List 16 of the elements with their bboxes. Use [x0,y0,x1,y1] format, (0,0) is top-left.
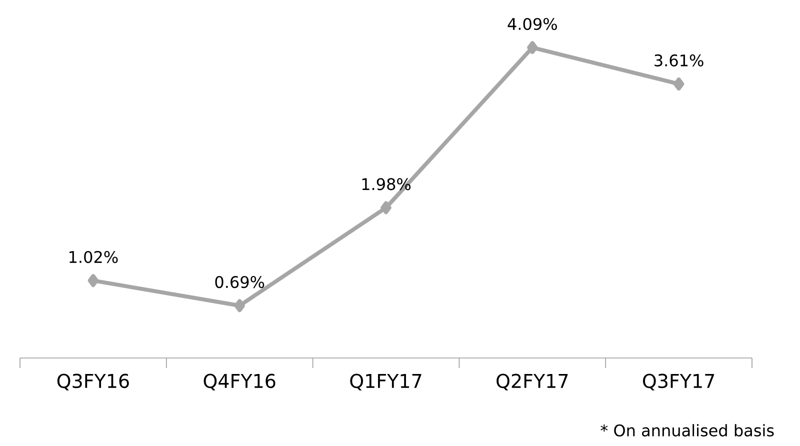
data-label: 1.02% [70,250,118,264]
x-tick-label: Q2FY17 [496,374,568,390]
data-label: 0.69% [215,276,264,288]
data-label: 3.61% [654,54,704,66]
point [234,299,245,312]
x-tick-label: Q3FY16 [57,374,129,390]
x-tick-label: Q4FY16 [204,374,276,390]
data-label: 1.98% [362,178,411,190]
point [673,77,684,90]
data-label: 4.09% [508,18,557,30]
point [380,201,392,214]
x-tick-label: Q1FY17 [350,374,422,390]
point [527,41,538,54]
text: * On annualised basis [600,424,774,436]
point [88,274,99,288]
x-tick-label: Q3FY17 [642,374,714,390]
